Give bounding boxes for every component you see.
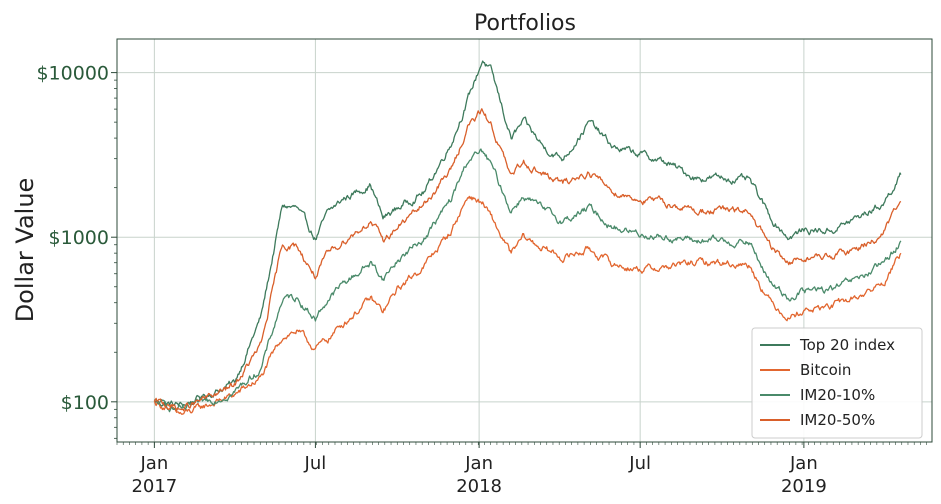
legend-entry: IM20-50% (800, 411, 875, 429)
legend: Top 20 index Bitcoin IM20-10% IM20-50% (751, 327, 923, 439)
y-tick-label: $100 (61, 392, 109, 414)
x-tick-label-year: 2019 (781, 476, 827, 497)
series-line (153, 148, 902, 413)
series-line (154, 108, 902, 412)
x-tick-label-year: 2017 (131, 476, 177, 497)
x-tick-label-month: Jul (304, 453, 327, 474)
x-tick-label-month: Jan (139, 453, 168, 474)
chart-title: Portfolios (474, 11, 576, 36)
legend-entry: IM20-10% (800, 386, 875, 404)
y-tick-label: $1000 (49, 227, 109, 249)
x-tick-label-month: Jul (628, 453, 651, 474)
plot-frame (116, 38, 933, 443)
legend-entry: Top 20 index (799, 336, 895, 354)
y-axis-label: Dollar Value (11, 178, 39, 323)
series-line (153, 60, 902, 407)
legend-entry: Bitcoin (800, 361, 851, 379)
series-lines (153, 60, 902, 415)
x-tick-label-month: Jan (789, 453, 818, 474)
y-tick-label: $10000 (36, 63, 109, 85)
legend-box (751, 327, 923, 439)
series-line (153, 195, 902, 415)
x-tick-label-month: Jan (464, 453, 493, 474)
x-tick-label-year: 2018 (456, 476, 502, 497)
